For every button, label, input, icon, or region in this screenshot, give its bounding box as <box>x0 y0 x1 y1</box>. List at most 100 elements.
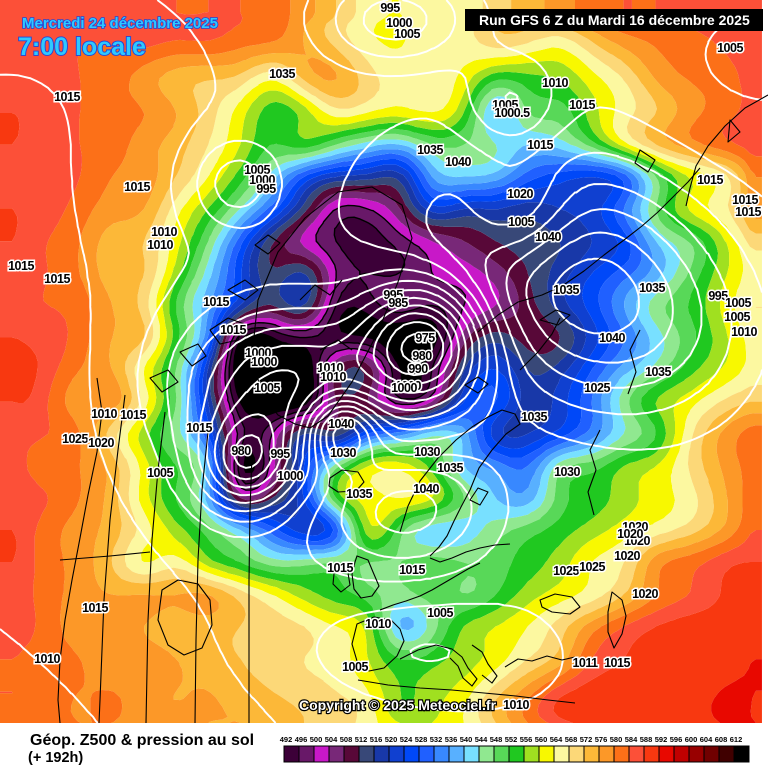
svg-text:1015: 1015 <box>735 205 761 219</box>
svg-text:604: 604 <box>700 735 713 744</box>
svg-text:980: 980 <box>231 444 251 458</box>
svg-text:1010: 1010 <box>317 361 343 375</box>
svg-text:1040: 1040 <box>599 331 625 345</box>
svg-text:1005: 1005 <box>147 466 173 480</box>
svg-text:980: 980 <box>412 349 432 363</box>
svg-text:596: 596 <box>670 735 683 744</box>
svg-text:1010: 1010 <box>34 652 60 666</box>
svg-text:1005: 1005 <box>427 606 453 620</box>
svg-text:1025: 1025 <box>579 560 605 574</box>
svg-text:1030: 1030 <box>414 445 440 459</box>
svg-text:(+ 192h): (+ 192h) <box>28 750 83 766</box>
svg-text:544: 544 <box>475 735 488 744</box>
svg-text:1005: 1005 <box>254 381 280 395</box>
svg-text:1035: 1035 <box>521 410 547 424</box>
svg-text:1010: 1010 <box>147 238 173 252</box>
svg-text:500: 500 <box>310 735 323 744</box>
svg-text:1015: 1015 <box>604 656 630 670</box>
svg-text:1005: 1005 <box>508 215 534 229</box>
svg-text:Run GFS 6 Z du Mardi 16 décemb: Run GFS 6 Z du Mardi 16 décembre 2025 <box>479 12 750 28</box>
svg-text:1015: 1015 <box>203 295 229 309</box>
svg-text:1040: 1040 <box>413 482 439 496</box>
svg-text:492: 492 <box>280 735 293 744</box>
svg-text:1035: 1035 <box>639 281 665 295</box>
svg-text:7:00 locale: 7:00 locale <box>18 33 146 61</box>
svg-text:1040: 1040 <box>535 230 561 244</box>
svg-text:975: 975 <box>415 331 435 345</box>
svg-text:1020: 1020 <box>88 436 114 450</box>
svg-text:1005: 1005 <box>394 27 420 41</box>
svg-text:580: 580 <box>610 735 623 744</box>
svg-text:1025: 1025 <box>62 432 88 446</box>
svg-text:584: 584 <box>625 735 638 744</box>
svg-text:1005: 1005 <box>244 163 270 177</box>
svg-text:612: 612 <box>730 735 743 744</box>
svg-text:568: 568 <box>565 735 578 744</box>
svg-text:1015: 1015 <box>697 173 723 187</box>
svg-text:516: 516 <box>370 735 383 744</box>
svg-text:1010: 1010 <box>320 370 346 384</box>
svg-text:1015: 1015 <box>732 193 758 207</box>
svg-text:1000: 1000 <box>277 469 303 483</box>
svg-text:600: 600 <box>685 735 698 744</box>
svg-text:1020: 1020 <box>632 587 658 601</box>
svg-text:528: 528 <box>415 735 428 744</box>
svg-text:1020: 1020 <box>622 520 648 534</box>
svg-text:995: 995 <box>256 182 276 196</box>
svg-text:1000: 1000 <box>391 381 417 395</box>
svg-text:592: 592 <box>655 735 668 744</box>
svg-text:1035: 1035 <box>645 365 671 379</box>
svg-text:1000: 1000 <box>249 173 275 187</box>
svg-text:985: 985 <box>388 296 408 310</box>
svg-text:1030: 1030 <box>330 446 356 460</box>
svg-text:1035: 1035 <box>417 143 443 157</box>
svg-text:1040: 1040 <box>328 417 354 431</box>
svg-text:1015: 1015 <box>399 563 425 577</box>
svg-text:1005: 1005 <box>725 296 751 310</box>
svg-text:1015: 1015 <box>44 272 70 286</box>
svg-text:1015: 1015 <box>124 180 150 194</box>
svg-text:1010: 1010 <box>503 698 529 712</box>
svg-text:1010: 1010 <box>542 76 568 90</box>
svg-text:576: 576 <box>595 735 608 744</box>
svg-text:1010: 1010 <box>365 617 391 631</box>
svg-text:1035: 1035 <box>346 487 372 501</box>
svg-text:Géop. Z500 & pression au sol: Géop. Z500 & pression au sol <box>30 732 254 749</box>
svg-text:1010: 1010 <box>151 225 177 239</box>
svg-text:508: 508 <box>340 735 353 744</box>
svg-text:1020: 1020 <box>614 549 640 563</box>
svg-text:1005: 1005 <box>342 660 368 674</box>
svg-text:Mercredi 24 décembre 2025: Mercredi 24 décembre 2025 <box>22 15 218 32</box>
svg-text:995: 995 <box>380 1 400 15</box>
svg-text:1005: 1005 <box>717 41 743 55</box>
svg-text:1005: 1005 <box>724 310 750 324</box>
svg-text:1035: 1035 <box>437 461 463 475</box>
svg-text:552: 552 <box>505 735 518 744</box>
svg-text:1035: 1035 <box>553 283 579 297</box>
svg-text:1005: 1005 <box>492 98 518 112</box>
svg-text:1015: 1015 <box>327 561 353 575</box>
svg-text:1015: 1015 <box>8 259 34 273</box>
svg-text:1025: 1025 <box>584 381 610 395</box>
svg-text:1020: 1020 <box>624 534 650 548</box>
svg-text:1015: 1015 <box>54 90 80 104</box>
svg-text:564: 564 <box>550 735 563 744</box>
svg-text:1030: 1030 <box>554 465 580 479</box>
svg-text:540: 540 <box>460 735 473 744</box>
svg-text:1015: 1015 <box>120 408 146 422</box>
svg-text:1000.5: 1000.5 <box>494 106 530 120</box>
svg-text:532: 532 <box>430 735 443 744</box>
svg-text:1035: 1035 <box>269 67 295 81</box>
svg-text:496: 496 <box>295 735 308 744</box>
svg-text:1025: 1025 <box>553 564 579 578</box>
svg-text:1015: 1015 <box>186 421 212 435</box>
svg-text:1020: 1020 <box>507 187 533 201</box>
svg-text:990: 990 <box>408 362 428 376</box>
svg-text:995: 995 <box>383 288 403 302</box>
svg-text:1015: 1015 <box>82 601 108 615</box>
svg-text:520: 520 <box>385 735 398 744</box>
svg-text:536: 536 <box>445 735 458 744</box>
svg-text:556: 556 <box>520 735 533 744</box>
svg-text:1011: 1011 <box>572 656 598 670</box>
svg-text:995: 995 <box>270 447 290 461</box>
